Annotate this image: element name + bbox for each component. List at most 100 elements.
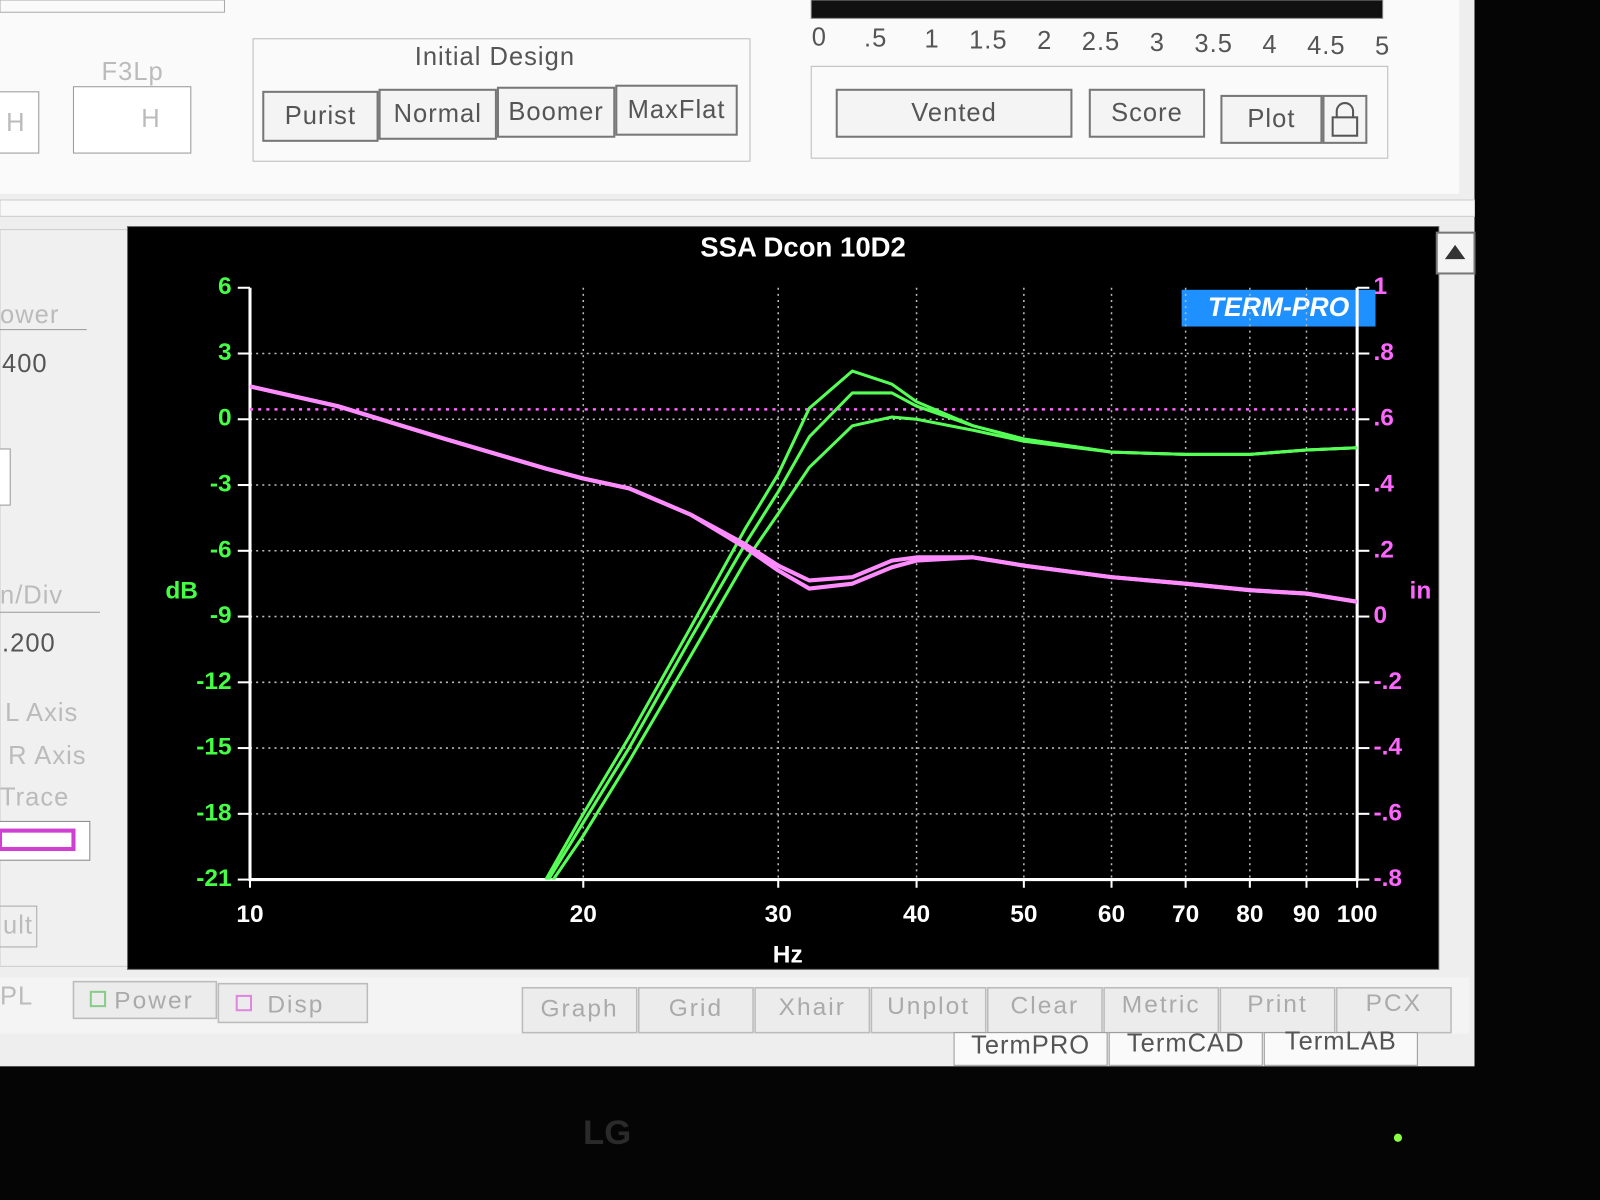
- tool-label[interactable]: Xhair: [779, 994, 846, 1021]
- tool-label[interactable]: PCX: [1366, 990, 1422, 1017]
- tool-button[interactable]: [521, 986, 638, 1034]
- tool-label[interactable]: Print: [1247, 991, 1308, 1018]
- y-tick-label: 3: [218, 339, 232, 366]
- button[interactable]: [1088, 88, 1206, 138]
- button-label[interactable]: Boomer: [508, 98, 603, 126]
- group-box: [252, 38, 751, 162]
- button-label[interactable]: Plot: [1247, 105, 1295, 133]
- tool-button[interactable]: [870, 986, 987, 1034]
- tab[interactable]: [1108, 1032, 1263, 1066]
- tool-label[interactable]: Metric: [1122, 992, 1201, 1019]
- button-label[interactable]: Vented: [911, 99, 997, 127]
- toggle-label[interactable]: Power: [114, 988, 194, 1015]
- scale-label: 4: [1262, 31, 1277, 59]
- x-tick-label: 80: [1236, 901, 1263, 928]
- y2-tick-label: .2: [1373, 536, 1393, 563]
- button-label[interactable]: MaxFlat: [628, 96, 726, 124]
- logo: TERM-PRO: [1208, 292, 1350, 322]
- scale: 0 .5 1 1.5 2 2.5 3 3.5 4 4.5 5: [812, 24, 1390, 61]
- excursion-line: [250, 384, 1358, 604]
- tool-label[interactable]: Unplot: [887, 993, 970, 1020]
- button[interactable]: [0, 905, 38, 948]
- y-tick-label: -21: [196, 865, 231, 892]
- tab[interactable]: [953, 1032, 1108, 1066]
- tool-button[interactable]: [1335, 986, 1452, 1034]
- scale-label: 5: [1375, 33, 1390, 61]
- x-tick-label: 20: [570, 901, 597, 928]
- button-label[interactable]: Score: [1111, 99, 1183, 127]
- field-box: [0, 0, 225, 13]
- side-label: .200: [2, 630, 56, 658]
- scale-label: 1: [924, 25, 939, 53]
- field-box[interactable]: [0, 448, 11, 506]
- y2-axis-label: in: [1410, 577, 1432, 604]
- y-axis-label: dB: [165, 577, 198, 604]
- x-tick-label: 10: [236, 901, 263, 928]
- tool-button[interactable]: [754, 986, 871, 1034]
- toggle-label[interactable]: Disp: [267, 992, 324, 1019]
- scale-label: .5: [864, 24, 887, 52]
- side-label: Trace: [0, 784, 69, 812]
- y2-tick-label: 1: [1373, 273, 1387, 300]
- chart: SSA Dcon 10D2 TERM-PRO dB in Hz 10 20 30 40…: [165, 231, 1431, 968]
- group-box: [810, 65, 1389, 159]
- button-label[interactable]: Purist: [285, 102, 356, 130]
- button[interactable]: [496, 86, 616, 138]
- side-label: ower: [0, 301, 59, 329]
- power-led: [1393, 1133, 1403, 1142]
- y-tick-label: -12: [196, 668, 231, 695]
- toggle[interactable]: [217, 982, 369, 1024]
- x-tick-label: 70: [1172, 901, 1199, 928]
- button[interactable]: [835, 88, 1073, 138]
- arrow-icon: [1444, 244, 1466, 260]
- y2-tick-label: -.4: [1373, 734, 1402, 761]
- y2-tick-label: .4: [1373, 471, 1394, 498]
- tab-label[interactable]: TermLAB: [1285, 1028, 1397, 1056]
- group-label: Initial Design: [415, 43, 575, 71]
- y-tick-label: 0: [218, 405, 232, 432]
- toggle[interactable]: [72, 980, 218, 1020]
- x-axis-label: Hz: [773, 942, 803, 969]
- scale-label: 3: [1150, 29, 1165, 57]
- scale-label: 0: [812, 24, 827, 52]
- side-label[interactable]: ult: [3, 911, 33, 939]
- field-box[interactable]: [0, 91, 40, 154]
- button[interactable]: [1220, 94, 1323, 144]
- tool-label[interactable]: Grid: [669, 995, 723, 1022]
- field-box[interactable]: [72, 86, 192, 154]
- y-tick-label: -9: [210, 602, 232, 629]
- button[interactable]: [378, 88, 497, 140]
- axis-frame: [248, 287, 1359, 882]
- tool-label[interactable]: Clear: [1011, 992, 1080, 1019]
- checkbox[interactable]: [89, 990, 107, 1008]
- y-tick-label: 6: [218, 273, 232, 300]
- scale-label: 4.5: [1307, 32, 1346, 60]
- button[interactable]: [262, 90, 379, 142]
- x-tick-label: 100: [1337, 901, 1378, 928]
- button[interactable]: [615, 84, 738, 136]
- field-unit: H: [141, 105, 160, 133]
- scale-label: 1.5: [969, 26, 1008, 54]
- separator: [0, 199, 1475, 217]
- tool-label[interactable]: Graph: [540, 996, 618, 1023]
- tab-label[interactable]: TermCAD: [1127, 1030, 1245, 1058]
- toggle-label[interactable]: PL: [0, 983, 33, 1011]
- chart-panel: [127, 226, 1440, 970]
- x-tick-label: 50: [1010, 901, 1037, 928]
- tool-button[interactable]: [1103, 986, 1220, 1034]
- y-tick-label: -6: [210, 536, 232, 563]
- x-tick-label: 90: [1293, 901, 1320, 928]
- side-label: L Axis: [5, 699, 78, 727]
- scale-bar: [810, 0, 1384, 19]
- tool-button[interactable]: [638, 986, 754, 1034]
- y2-tick-label: -.2: [1373, 668, 1402, 695]
- tab[interactable]: [1263, 1032, 1418, 1066]
- scale-label: 2.5: [1082, 28, 1121, 56]
- button-label[interactable]: Normal: [394, 100, 482, 128]
- logo-box: [1181, 289, 1376, 327]
- tab-label[interactable]: TermPRO: [971, 1032, 1090, 1060]
- side-label: R Axis: [8, 742, 86, 770]
- checkbox[interactable]: [235, 994, 253, 1012]
- tool-button[interactable]: [1219, 986, 1336, 1034]
